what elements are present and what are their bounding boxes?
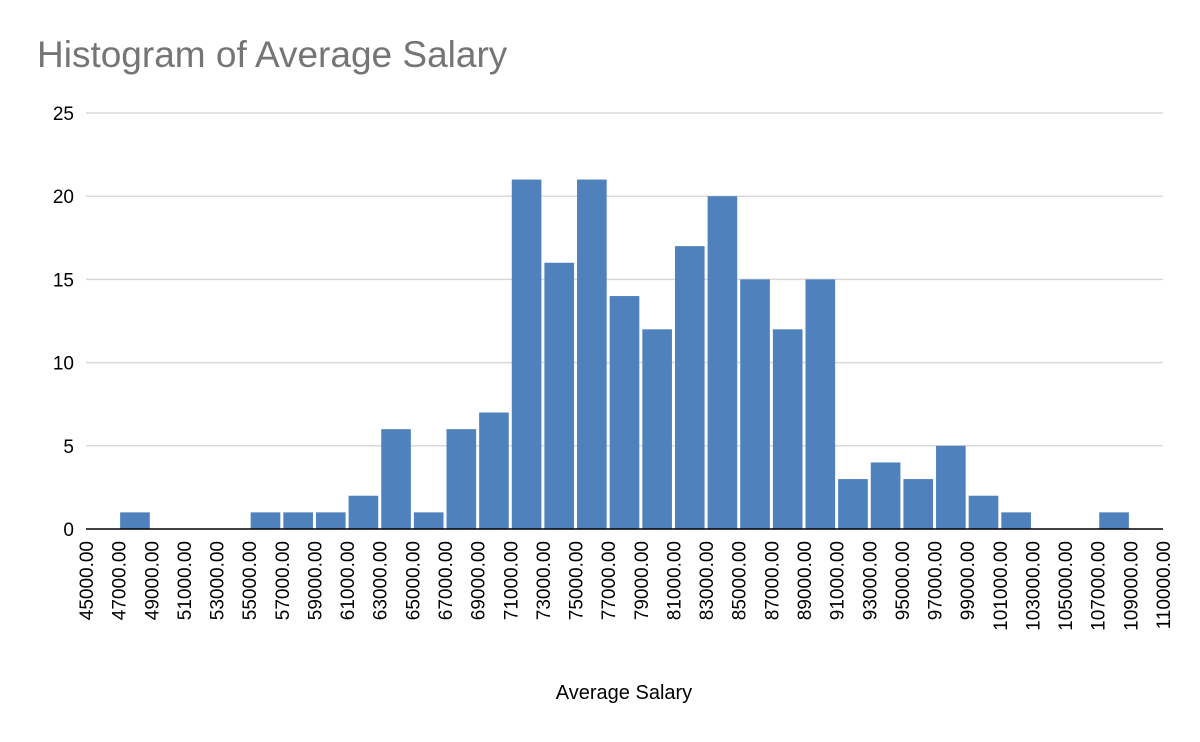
x-tick-label: 109000.00 [1121, 541, 1142, 631]
x-tick-label: 57000.00 [273, 541, 294, 620]
histogram-bar [968, 495, 999, 529]
x-tick-label: 93000.00 [860, 541, 881, 620]
x-tick-label: 63000.00 [371, 541, 392, 620]
x-tick-label: 105000.00 [1056, 541, 1077, 631]
y-tick-label: 0 [63, 520, 74, 541]
x-tick-label: 97000.00 [926, 541, 947, 620]
histogram-bar [544, 262, 575, 529]
x-tick-label: 110000.00 [1154, 541, 1175, 629]
x-tick-label: 55000.00 [240, 541, 261, 620]
x-tick-label: 99000.00 [958, 541, 979, 620]
x-tick-label: 83000.00 [697, 541, 718, 620]
histogram-bar [577, 179, 607, 529]
histogram-bar [446, 429, 477, 529]
y-tick-label: 15 [53, 270, 74, 291]
chart-title: Histogram of Average Salary [37, 34, 508, 75]
histogram-bar [609, 296, 640, 529]
x-tick-label: 85000.00 [730, 541, 751, 620]
histogram-bar [1001, 512, 1031, 529]
bars [120, 179, 1129, 529]
x-tick-label: 69000.00 [469, 541, 490, 620]
y-tick-label: 25 [53, 104, 74, 125]
x-tick-label: 67000.00 [436, 541, 457, 620]
y-tick-label: 5 [63, 437, 74, 458]
x-tick-label: 81000.00 [664, 541, 685, 620]
x-tick-label: 101000.00 [991, 541, 1012, 631]
x-tick-label: 73000.00 [534, 541, 555, 620]
x-tick-label: 103000.00 [1023, 541, 1044, 631]
histogram-bar [740, 279, 770, 529]
x-tick-label: 107000.00 [1089, 541, 1110, 631]
x-tick-label: 45000.00 [77, 541, 98, 620]
x-tick-label: 71000.00 [501, 541, 522, 620]
y-tick-label: 10 [53, 354, 74, 375]
x-tick-label: 87000.00 [762, 541, 783, 620]
histogram-bar [511, 179, 542, 529]
histogram-bar [283, 512, 313, 529]
histogram-bar [479, 412, 509, 529]
x-tick-labels: 45000.00 47000.00 49000.00 51000.00 53000.00… [77, 541, 1175, 631]
histogram-bar [805, 279, 836, 529]
x-tick-label: 51000.00 [175, 541, 196, 620]
histogram-bar [1099, 512, 1129, 529]
x-tick-label: 61000.00 [338, 541, 359, 620]
histogram-bar [936, 445, 966, 529]
y-tick-labels: 0 5 10 15 20 25 [53, 104, 74, 541]
histogram-bar [381, 429, 411, 529]
x-tick-label: 47000.00 [110, 541, 131, 620]
histogram-bar [120, 512, 150, 529]
histogram-bar [903, 479, 934, 529]
y-tick-label: 20 [53, 187, 74, 208]
x-tick-label: 89000.00 [795, 541, 816, 620]
histogram-bar [870, 462, 901, 529]
x-tick-label: 91000.00 [828, 541, 849, 620]
histogram-bar [315, 512, 346, 529]
histogram-bar [642, 329, 672, 529]
histogram-bar [772, 329, 803, 529]
x-tick-label: 59000.00 [305, 541, 326, 620]
x-axis-label: Average Salary [556, 682, 692, 704]
x-tick-label: 77000.00 [599, 541, 620, 620]
x-tick-label: 75000.00 [567, 541, 588, 620]
histogram-bar [250, 512, 281, 529]
histogram-bar [838, 479, 868, 529]
histogram-bar [707, 196, 738, 529]
histogram-bar [348, 495, 379, 529]
histogram-bar [413, 512, 444, 529]
x-tick-label: 65000.00 [403, 541, 424, 620]
x-tick-label: 95000.00 [893, 541, 914, 620]
histogram-bar [674, 246, 705, 529]
x-tick-label: 53000.00 [208, 541, 229, 620]
x-tick-label: 79000.00 [632, 541, 653, 620]
x-tick-label: 49000.00 [142, 541, 163, 620]
